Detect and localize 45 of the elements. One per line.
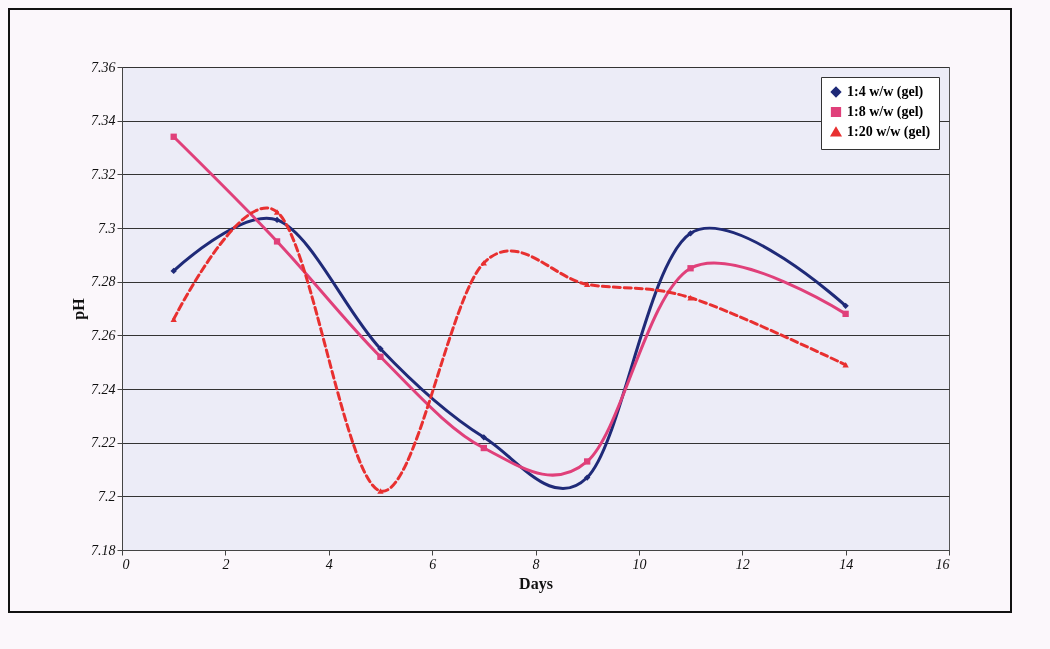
x-tick-label: 0	[122, 556, 130, 572]
point	[584, 281, 591, 288]
legend-label: 1:8 w/w (gel)	[847, 104, 924, 120]
point	[273, 238, 281, 245]
point	[170, 133, 177, 140]
y-tick-label: 7.22	[91, 435, 116, 451]
point	[687, 230, 694, 237]
point	[842, 310, 849, 318]
y-tick-label: 7.36	[91, 59, 116, 75]
x-tick-label: 2	[222, 556, 230, 572]
y-tick-label: 7.28	[91, 274, 116, 290]
x-tick-label: 16	[935, 556, 950, 572]
point	[584, 474, 591, 481]
legend-label: 1:20 w/w (gel)	[847, 124, 931, 140]
legend-label: 1:4 w/w (gel)	[847, 84, 924, 100]
y-tick-label: 7.26	[91, 327, 116, 343]
point	[480, 434, 487, 441]
point	[687, 295, 694, 301]
x-tick-label: 8	[532, 556, 540, 572]
y-tick-label: 7.24	[91, 381, 116, 397]
point	[377, 488, 384, 494]
x-tick-label: 14	[839, 556, 854, 572]
point	[480, 260, 487, 266]
y-tick-label: 7.3	[98, 220, 116, 236]
x-tick-label: 12	[735, 556, 750, 572]
point	[273, 216, 281, 224]
y-tick-label: 7.18	[91, 542, 116, 558]
point	[377, 345, 384, 352]
y-axis-title: pH	[70, 297, 88, 320]
point	[842, 362, 849, 368]
point	[687, 265, 694, 272]
point	[170, 267, 177, 275]
point	[480, 444, 487, 452]
x-tick-label: 6	[429, 556, 437, 572]
y-tick-label: 7.32	[91, 166, 116, 182]
point	[377, 353, 384, 360]
point	[842, 302, 849, 309]
x-tick-label: 10	[632, 556, 647, 572]
y-tick-label: 7.34	[91, 113, 116, 129]
x-tick-label: 4	[325, 556, 333, 572]
point	[584, 458, 591, 465]
x-axis-title: Days	[519, 574, 553, 593]
y-tick-label: 7.2	[98, 488, 116, 504]
point	[170, 316, 177, 322]
point	[273, 209, 281, 215]
